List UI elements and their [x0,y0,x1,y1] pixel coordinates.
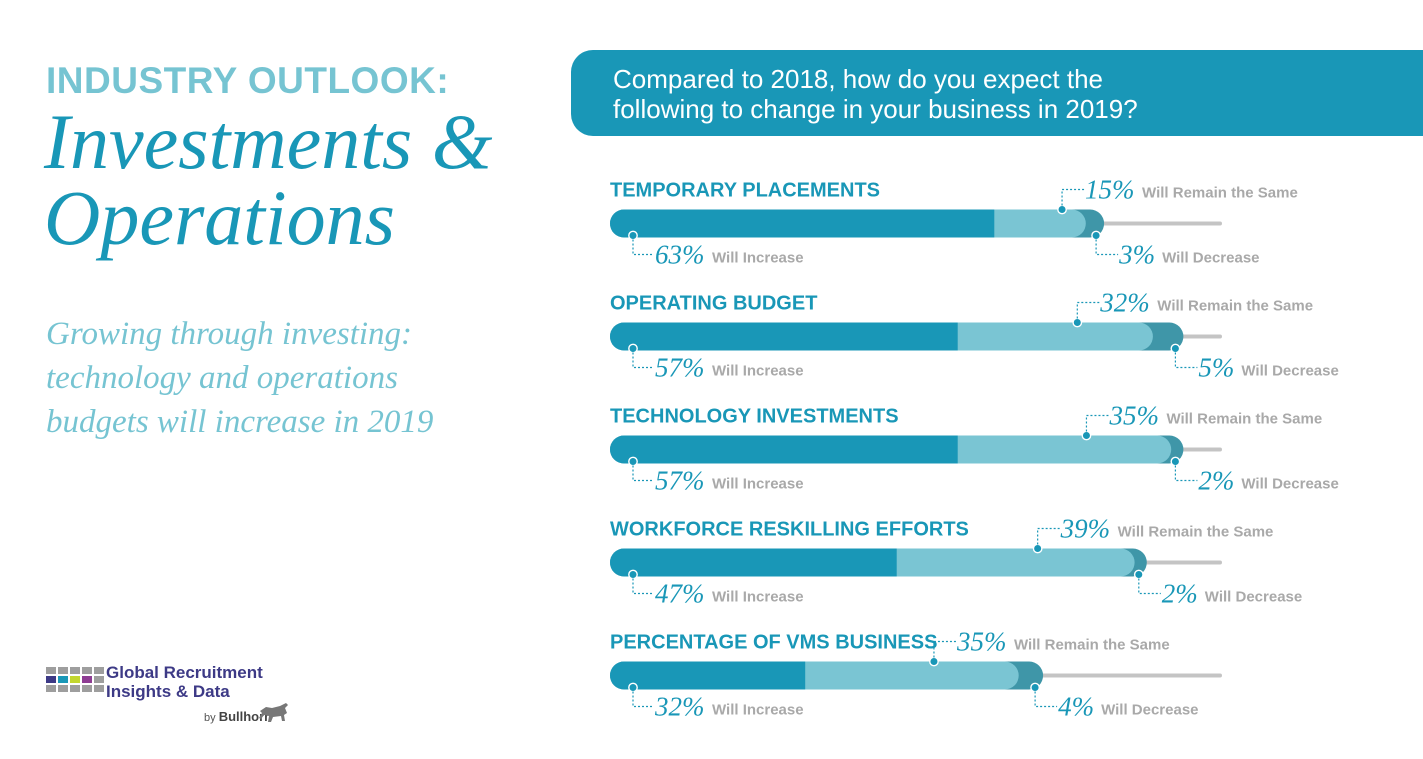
row-1-increase-leader [632,235,654,256]
row-1-same-leader [1061,188,1085,210]
brand-name-line-1: Global Recruitment [106,663,263,682]
row-1-increase-value: 63% [655,240,705,270]
row-5-increase-label: Will Increase [712,702,804,719]
row-4-same-value: 39% [1060,514,1111,544]
row-4-same-leader [1037,527,1060,549]
row-4-decrease-value: 2% [1162,579,1198,609]
main-title: Investments & Operations [44,98,493,261]
row-4-increase-value: 47% [655,579,705,609]
row-4-decrease-label: Will Decrease [1205,589,1302,606]
row-1-decrease-value: 3% [1118,240,1155,270]
main-title-line-1: Investments & [44,98,493,185]
row-4-same-label: Will Remain the Same [1118,524,1274,541]
row-5-decrease-value: 4% [1058,692,1094,722]
row-4-category-label: WORKFORCE RESKILLING EFFORTS [610,519,969,541]
row-2-same-leader [1076,301,1100,323]
row-5-category-label: PERCENTAGE OF VMS BUSINESS [610,632,937,654]
row-3-same-label: Will Remain the Same [1166,411,1322,428]
subtitle-line-1: Growing through investing: [46,316,413,352]
row-4-increase-label: Will Increase [712,589,804,606]
subtitle-line-2: technology and operations [46,360,398,396]
row-3-increase-label: Will Increase [712,476,804,493]
row-2-decrease-label: Will Decrease [1241,363,1338,380]
row-1-decrease-label: Will Decrease [1162,250,1259,267]
subtitle-line-3: budgets will increase in 2019 [46,404,434,440]
row-2-same-label: Will Remain the Same [1157,298,1313,315]
row-5-same-label: Will Remain the Same [1014,637,1170,654]
row-3-increase-leader [632,461,654,482]
row-1-same-label: Will Remain the Same [1142,185,1298,202]
row-2-increase-label: Will Increase [712,363,804,380]
row-3-decrease-leader [1174,461,1198,482]
row-2-decrease-value: 5% [1198,353,1234,383]
brand-logo: Global Recruitment Insights & Data by Bu… [46,663,306,728]
row-3-decrease-value: 2% [1198,466,1234,496]
brand-company: Bullhorn [218,709,273,724]
row-3-increase-value: 57% [655,466,705,496]
row-4-bar-increase [610,548,897,577]
row-1-decrease-leader [1095,235,1119,256]
row-3-same-leader [1085,414,1109,436]
question-line-1: Compared to 2018, how do you expect the [613,64,1103,94]
row-3-category-label: TECHNOLOGY INVESTMENTS [610,406,899,428]
kicker-title: INDUSTRY OUTLOOK: [46,60,450,101]
row-2-bar-increase [610,322,958,351]
row-5-decrease-leader [1034,687,1058,708]
question-banner: Compared to 2018, how do you expect the … [571,50,1423,136]
row-5-increase-leader [632,687,654,708]
brand-name-line-2: Insights & Data [106,682,230,701]
brand-by-label: by [204,712,216,724]
row-1-bar-increase [610,209,995,238]
row-5-decrease-label: Will Decrease [1101,702,1198,719]
row-5-bar-increase [610,661,806,690]
row-1-same-value: 15% [1085,175,1135,205]
question-line-2: following to change in your business in … [613,94,1138,124]
row-2-category-label: OPERATING BUDGET [610,293,817,315]
row-2-decrease-leader [1174,348,1198,369]
main-title-line-2: Operations [44,174,395,261]
brand-byline: by Bullhorn [204,709,272,724]
row-4-increase-leader [632,574,654,595]
row-5-same-value: 35% [956,627,1007,657]
row-1-category-label: TEMPORARY PLACEMENTS [610,180,880,202]
row-2-same-value: 32% [1099,288,1150,318]
row-3-decrease-label: Will Decrease [1241,476,1338,493]
row-1-increase-label: Will Increase [712,250,804,267]
row-2-increase-value: 57% [655,353,705,383]
row-2-increase-leader [632,348,654,369]
row-5-same-leader [933,640,956,662]
row-3-same-value: 35% [1108,401,1159,431]
brand-name: Global Recruitment Insights & Data [106,663,263,701]
row-4-decrease-leader [1138,574,1161,595]
question-text: Compared to 2018, how do you expect the … [613,64,1138,124]
row-5-increase-value: 32% [654,692,705,722]
subtitle: Growing through investing: technology an… [46,312,486,444]
bull-icon [259,703,288,722]
row-3-bar-increase [610,435,958,464]
